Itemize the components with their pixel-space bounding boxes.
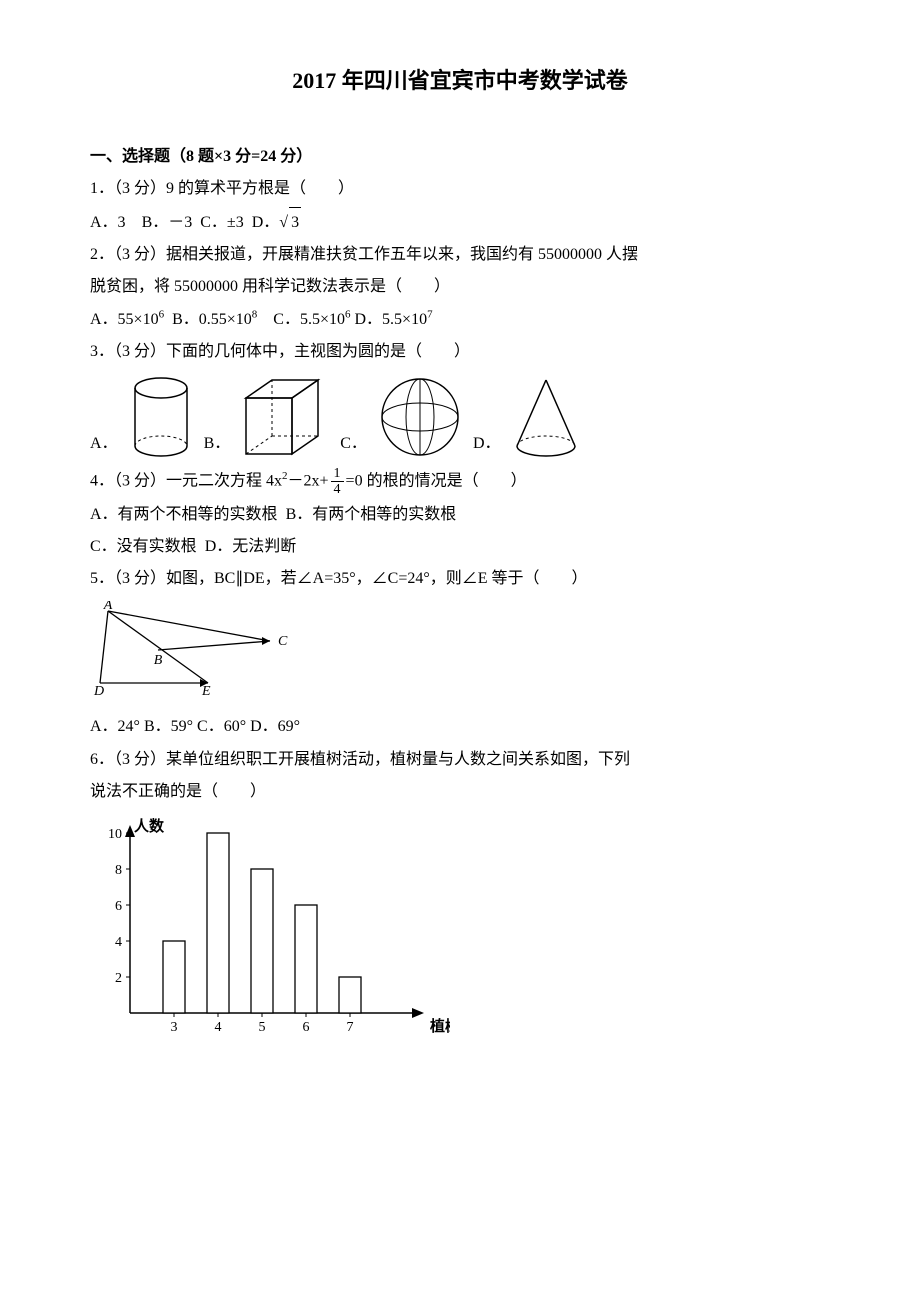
- frac-num: 1: [331, 466, 344, 482]
- svg-text:3: 3: [171, 1020, 178, 1035]
- q2-opt-c: C．5.5×106: [273, 311, 350, 328]
- label-d: D: [93, 684, 104, 697]
- question-5: 5．（3 分）如图，BC∥DE，若∠A=35°，∠C=24°，则∠E 等于（ ）: [90, 564, 830, 594]
- section-header: 一、选择题（8 题×3 分=24 分）: [90, 142, 830, 172]
- q4-opt-c: C．没有实数根: [90, 538, 197, 555]
- label-e: E: [201, 684, 211, 697]
- label-a: A: [103, 601, 113, 613]
- question-6-line1: 6．（3 分）某单位组织职工开展植树活动，植树量与人数之间关系如图，下列: [90, 745, 830, 775]
- label-c: C: [278, 634, 288, 649]
- question-3: 3．（3 分）下面的几何体中，主视图为圆的是（ ）: [90, 337, 830, 367]
- q4-post: =0 的根的情况是（ ）: [346, 472, 527, 489]
- question-3-figures: A． B． C． D．: [90, 374, 830, 460]
- question-2-line1: 2．（3 分）据相关报道，开展精准扶贫工作五年以来，我国约有 55000000 …: [90, 240, 830, 270]
- q3-opt-c: C．: [340, 429, 367, 459]
- q2-c-sup: 6: [345, 309, 351, 321]
- q2-a-txt: A．55×10: [90, 311, 159, 328]
- svg-text:6: 6: [303, 1020, 310, 1035]
- svg-text:8: 8: [115, 863, 122, 878]
- question-1-options: A．3 B．－3 C．±3 D．√3: [90, 207, 830, 238]
- svg-text:10: 10: [108, 827, 122, 842]
- cylinder-icon: [126, 374, 196, 460]
- cube-icon: [238, 374, 332, 460]
- question-4-options-2: C．没有实数根 D．无法判断: [90, 532, 830, 562]
- bar-chart: 人数 2 4 6 8 10 3 4 5 6 7 植树量（株））: [90, 813, 450, 1043]
- page-title: 2017 年四川省宜宾市中考数学试卷: [90, 60, 830, 102]
- triangle-diagram: A B C D E: [90, 601, 290, 697]
- q2-b-txt: B．0.55×10: [172, 311, 252, 328]
- svg-text:人数: 人数: [134, 817, 165, 835]
- frac-den: 4: [331, 482, 344, 497]
- q4-opt-b: B．有两个相等的实数根: [286, 506, 457, 523]
- q2-opt-b: B．0.55×108: [172, 311, 257, 328]
- q4-mid: －2x+: [288, 472, 329, 489]
- question-2-line2: 脱贫困，将 55000000 用科学记数法表示是（ ）: [90, 272, 830, 302]
- q1-opt-a: A．3: [90, 214, 126, 231]
- question-1: 1．（3 分）9 的算术平方根是（ ）: [90, 174, 830, 204]
- q2-d-sup: 7: [427, 309, 433, 321]
- cone-icon: [509, 374, 583, 460]
- svg-text:6: 6: [115, 899, 122, 914]
- q3-opt-b: B．: [204, 429, 231, 459]
- svg-text:植树量（株））: 植树量（株））: [430, 1017, 450, 1035]
- question-5-options: A．24° B．59° C．60° D．69°: [90, 712, 830, 742]
- q1-opt-b: B．－3: [142, 214, 193, 231]
- q3-opt-a: A．: [90, 429, 118, 459]
- svg-text:7: 7: [347, 1020, 354, 1035]
- fraction-1-4: 14: [331, 466, 344, 498]
- q3-opt-d: D．: [473, 429, 501, 459]
- q2-b-sup: 8: [252, 309, 258, 321]
- q1-opt-c: C．±3: [200, 214, 243, 231]
- q2-opt-d: D．5.5×107: [355, 311, 433, 328]
- svg-text:2: 2: [115, 971, 122, 986]
- sqrt-3: 3: [289, 207, 301, 238]
- q2-d-txt: D．5.5×10: [355, 311, 428, 328]
- q2-a-sup: 6: [159, 309, 165, 321]
- q2-c-txt: C．5.5×10: [273, 311, 345, 328]
- sphere-icon: [375, 374, 465, 460]
- q4-pre: 4．（3 分）一元二次方程 4x: [90, 472, 282, 489]
- q4-opt-d: D．无法判断: [205, 538, 297, 555]
- question-4-options-1: A．有两个不相等的实数根 B．有两个相等的实数根: [90, 500, 830, 530]
- q2-opt-a: A．55×106: [90, 311, 164, 328]
- svg-text:5: 5: [259, 1020, 266, 1035]
- q1-opt-d: D．√3: [252, 214, 301, 231]
- svg-text:4: 4: [215, 1020, 222, 1035]
- question-4: 4．（3 分）一元二次方程 4x2－2x+14=0 的根的情况是（ ）: [90, 466, 830, 498]
- q4-opt-a: A．有两个不相等的实数根: [90, 506, 278, 523]
- question-6-line2: 说法不正确的是（ ）: [90, 777, 830, 807]
- q1-d-prefix: D．: [252, 214, 280, 231]
- question-2-options: A．55×106 B．0.55×108 C．5.5×106 D．5.5×107: [90, 305, 830, 336]
- label-b: B: [154, 653, 163, 668]
- svg-text:4: 4: [115, 935, 122, 950]
